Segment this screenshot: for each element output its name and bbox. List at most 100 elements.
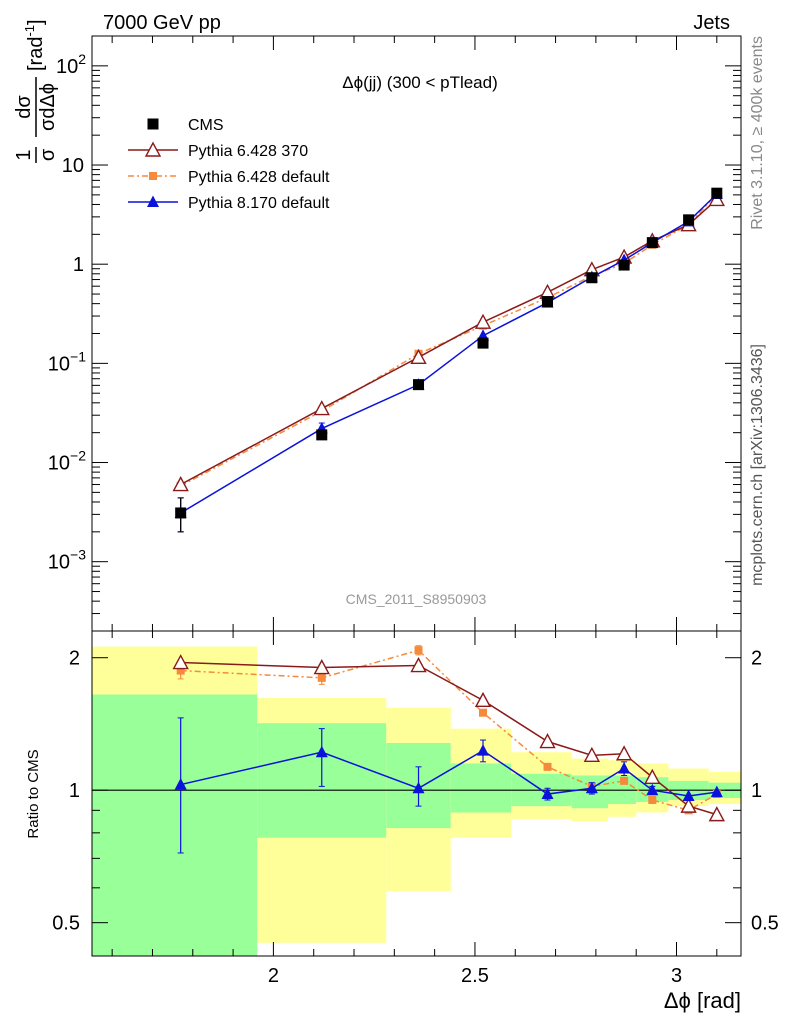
- legend-marker: [144, 141, 162, 157]
- ylabel-dsigma: dσ σdΔϕ: [13, 77, 59, 137]
- legend-marker: [149, 172, 157, 180]
- ratio-point: [315, 745, 328, 758]
- main-y-tick-label: 10: [62, 155, 84, 177]
- header-right: Jets: [693, 12, 730, 34]
- ylabel-d-sigma-top: dσ: [13, 95, 35, 119]
- main-y-tick-label: 1: [73, 254, 84, 276]
- ratio-point: [410, 657, 427, 673]
- data-point: [316, 429, 328, 441]
- main-series: [172, 187, 725, 533]
- band-green: [92, 694, 258, 956]
- legend-item-pythia8: Pythia 8.170 default: [128, 195, 330, 212]
- x-tick-label: 2: [268, 965, 279, 987]
- rivet-label: Rivet 3.1.10, ≥ 400k events: [749, 36, 766, 230]
- data-point: [586, 272, 598, 284]
- ratio-line: [180, 649, 718, 812]
- series-cms: [175, 187, 723, 533]
- header-left: 7000 GeV pp: [103, 12, 221, 34]
- ratio-point: [477, 744, 490, 756]
- ratio-point: [474, 691, 492, 708]
- main-y-tick-label: 10−1: [48, 348, 86, 375]
- data-point: [410, 348, 427, 365]
- ratio-point: [172, 654, 189, 670]
- main-y-tick-label: 10−3: [48, 547, 86, 574]
- ylabel-frac-top: 1: [13, 149, 35, 160]
- ratio-ylabel: Ratio to CMS: [25, 749, 42, 838]
- ratio-point: [710, 785, 723, 798]
- series-line: [180, 193, 718, 487]
- ylabel-d-sigma-bottom: σdΔϕ: [37, 83, 59, 131]
- ratio-point: [620, 776, 629, 785]
- series-pythia6_default: [176, 190, 721, 490]
- data-point: [413, 379, 425, 391]
- data-point: [646, 237, 658, 249]
- ratio-point: [543, 762, 552, 771]
- main-y-tick-label: 102: [56, 51, 86, 78]
- ratio-point: [646, 783, 659, 796]
- series-pythia8: [174, 187, 723, 533]
- main-y-tick-label: 10−2: [48, 448, 86, 475]
- ratio-point: [174, 778, 187, 790]
- ratio-point: [682, 789, 695, 802]
- series-line: [180, 193, 718, 514]
- legend: CMS Pythia 6.428 370 Pythia 6.428 default P…: [128, 117, 330, 212]
- ratio-point: [317, 673, 326, 682]
- ratio-y-tick-label-right: 0.5: [751, 913, 779, 935]
- ratio-point: [412, 781, 425, 794]
- data-point: [618, 259, 630, 271]
- ratio-y-tick-label: 0.5: [52, 913, 80, 935]
- main-ylabel: 1 σ dσ σdΔϕ [rad-1]: [13, 19, 59, 163]
- ratio-series: [172, 645, 725, 854]
- data-point: [477, 337, 489, 349]
- ratio-point: [615, 745, 633, 761]
- data-point: [711, 187, 723, 199]
- legend-label: Pythia 6.428 370: [188, 143, 308, 160]
- ratio-point: [539, 733, 556, 749]
- ratio-line: [180, 749, 717, 797]
- ratio-ticks: 0.5 0.5 1 1 2 2 2 2.5 3: [52, 631, 779, 987]
- legend-item-pythia6_370: Pythia 6.428 370: [128, 141, 308, 160]
- ratio-point: [414, 646, 423, 655]
- ratio-point: [583, 746, 601, 763]
- main-y-ticks: 10−3 10−2 10−1 1 10 102: [48, 35, 741, 632]
- ratio-series-pythia6_370: [172, 654, 725, 822]
- x-axis-label: Δϕ [rad]: [664, 988, 741, 1013]
- ratio-point: [680, 797, 697, 813]
- analysis-label: CMS_2011_S8950903: [346, 591, 487, 607]
- ratio-point: [541, 787, 554, 800]
- ratio-line: [180, 661, 718, 816]
- x-tick-label: 2.5: [461, 965, 489, 987]
- ratio-y-tick-label-right: 1: [751, 780, 762, 802]
- data-point: [313, 400, 330, 416]
- ylabel-rest: [rad-1]: [22, 19, 47, 71]
- series-line: [180, 198, 718, 486]
- data-point: [474, 313, 492, 329]
- ratio-bands: [92, 646, 741, 956]
- main-panel: 10−3 10−2 10−1 1 10 102 Δϕ(jj) (300 < pTlead)…: [13, 19, 742, 632]
- ratio-point: [708, 806, 725, 822]
- ratio-series-pythia8: [174, 717, 723, 854]
- ylabel-frac-bottom: σ: [37, 148, 59, 161]
- ratio-panel: 0.5 0.5 1 1 2 2 2 2.5 3 Ratio to CMS Δϕ [rad]: [25, 630, 779, 1013]
- ratio-point: [585, 781, 598, 794]
- data-point: [172, 476, 189, 492]
- ratio-point: [479, 708, 488, 717]
- ratio-point: [313, 659, 330, 675]
- legend-item-pythia6_default: Pythia 6.428 default: [128, 169, 330, 186]
- legend-marker: [147, 118, 159, 130]
- legend-label: Pythia 8.170 default: [188, 195, 330, 212]
- ratio-y-tick-label: 1: [69, 780, 80, 802]
- legend-label: CMS: [188, 117, 224, 134]
- data-point: [542, 296, 554, 308]
- data-point: [683, 214, 695, 226]
- data-point: [175, 507, 187, 519]
- ratio-frame: [91, 630, 742, 957]
- legend-marker: [147, 195, 159, 207]
- ratio-y-tick-label-right: 2: [751, 648, 762, 670]
- ratio-point: [644, 768, 661, 784]
- ratio-point: [618, 762, 631, 774]
- main-title: Δϕ(jj) (300 < pTlead): [342, 73, 498, 92]
- ratio-point: [176, 666, 185, 675]
- ratio-point: [648, 795, 657, 804]
